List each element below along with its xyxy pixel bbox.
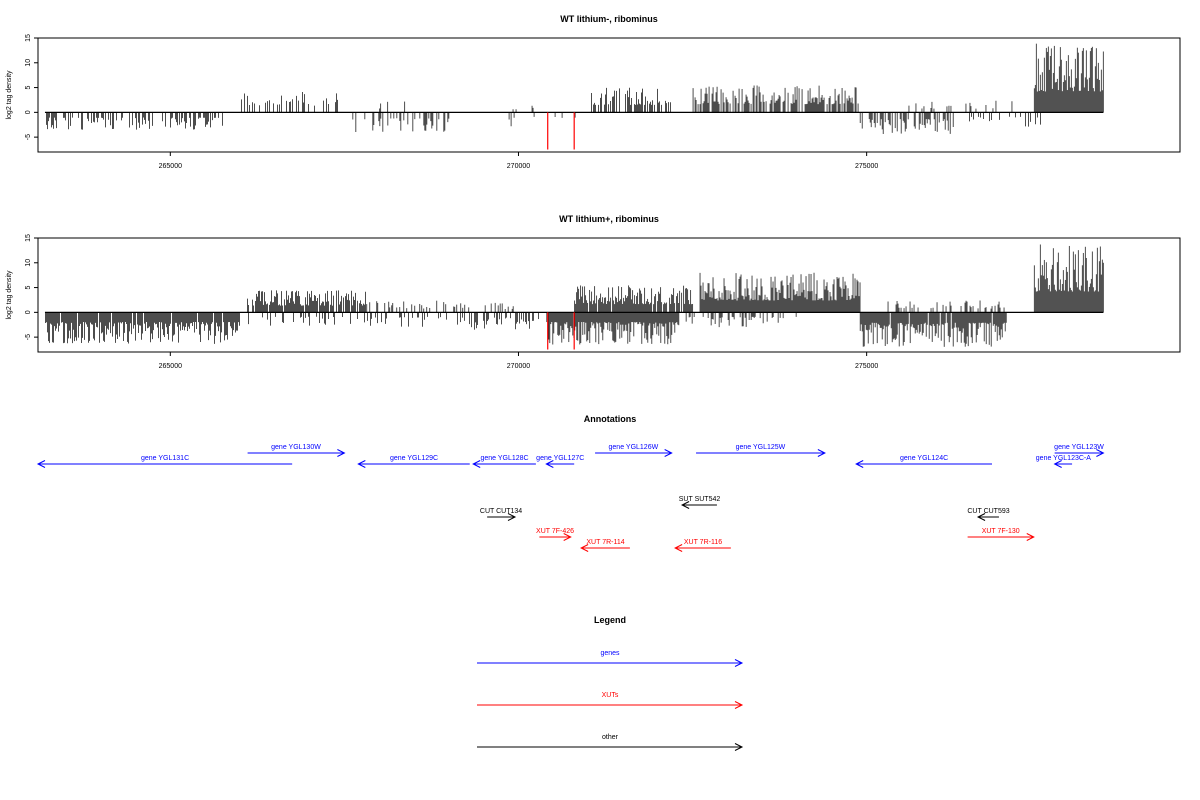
y-tick-label: 5 [25, 286, 32, 290]
strand-minus-bars [46, 112, 1041, 134]
annotations-title: Annotations [584, 414, 637, 424]
legend-title: Legend [594, 615, 626, 625]
annotation-feature [580, 544, 630, 552]
annotation-feature [539, 533, 572, 541]
legend [477, 659, 744, 751]
annotation-arrow-head [357, 460, 366, 468]
annotation-feature [545, 460, 575, 468]
annotation-feature [487, 513, 517, 521]
y-tick-label: 15 [25, 234, 32, 242]
y-tick-label: 10 [25, 259, 32, 267]
legend-item-label: XUTs [602, 692, 619, 699]
annotation-arrow-head [563, 533, 572, 541]
legend-arrow-XUTs-head [734, 701, 744, 709]
y-tick-label: -5 [25, 134, 32, 140]
strand-plus-bars [241, 43, 1104, 113]
chart-title: WT lithium-, ribominus [560, 14, 658, 24]
annotation-feature [247, 449, 346, 457]
x-tick-label: 275000 [855, 363, 878, 370]
annotation-feature [855, 460, 992, 468]
x-tick-label: 265000 [159, 163, 182, 170]
annotation-arrow-head [1053, 460, 1062, 468]
annotation-label: gene YGL128C [480, 455, 528, 462]
annotation-arrow-head [337, 449, 346, 457]
annotation-label: CUT CUT134 [480, 508, 522, 515]
annotation-arrow-head [507, 513, 517, 521]
annotation-arrow-head [36, 460, 46, 468]
x-tick-label: 265000 [159, 363, 182, 370]
annotation-label: SUT SUT542 [679, 496, 721, 503]
annotation-arrow-head [1096, 449, 1105, 457]
legend-arrow-genes-head [734, 659, 744, 667]
legend-arrow-other-head [734, 743, 744, 751]
annotation-feature [680, 501, 717, 509]
x-tick-label: 275000 [855, 163, 878, 170]
track-panel-1 [34, 37, 1181, 156]
y-tick-label: 15 [25, 34, 32, 42]
annotation-label: XUT 7R-116 [684, 539, 722, 546]
annotation-arrow-head [680, 501, 690, 509]
annotation-feature [1054, 449, 1105, 457]
annotation-arrow-head [545, 460, 554, 468]
annotation-feature [357, 460, 470, 468]
track-panel-2 [34, 237, 1181, 356]
y-axis-label: log2 tag density [6, 270, 13, 320]
y-tick-label: 5 [25, 86, 32, 90]
strand-plus-bars [247, 244, 1104, 313]
annotation-arrow-head [855, 460, 864, 468]
annotation-feature [967, 533, 1035, 541]
annotation-arrow-head [664, 449, 673, 457]
annotation-label: gene YGL131C [141, 455, 189, 462]
annotation-feature [1053, 460, 1073, 468]
annotation-feature [674, 544, 731, 552]
y-tick-label: 0 [25, 310, 32, 314]
annotation-arrow-head [580, 544, 589, 552]
legend-item-label: genes [600, 650, 620, 657]
strand-minus-bars [45, 312, 1007, 347]
y-tick-label: 0 [25, 110, 32, 114]
annotation-label: gene YGL130W [271, 444, 321, 451]
plot-frame [37, 37, 1181, 153]
chart-title: WT lithium+, ribominus [559, 214, 659, 224]
annotation-arrow-head [817, 449, 826, 457]
y-axis-label: log2 tag density [6, 70, 13, 120]
annotation-label: gene YGL123W [1054, 444, 1104, 451]
plot-frame [37, 237, 1181, 353]
annotation-label: gene YGL124C [900, 455, 948, 462]
annotation-label: XUT 7F-130 [982, 528, 1020, 535]
annotation-label: XUT 7F-426 [536, 528, 574, 535]
annotation-label: CUT CUT593 [967, 508, 1009, 515]
annotation-arrow-head [1026, 533, 1035, 541]
annotation-arrow-head [976, 513, 986, 521]
x-tick-label: 270000 [507, 363, 530, 370]
annotation-label: gene YGL127C [536, 455, 584, 462]
annotation-feature [36, 460, 293, 468]
annotation-feature [472, 460, 536, 468]
annotation-feature [976, 513, 999, 521]
annotation-label: XUT 7R-114 [586, 539, 624, 546]
annotation-track [36, 449, 1105, 552]
annotation-label: gene YGL129C [390, 455, 438, 462]
x-tick-label: 270000 [507, 163, 530, 170]
annotation-feature [595, 449, 673, 457]
y-tick-label: 10 [25, 59, 32, 67]
annotation-label: gene YGL126W [609, 444, 659, 451]
annotation-feature [696, 449, 826, 457]
annotation-label: gene YGL123C-A [1036, 455, 1091, 462]
annotation-arrow-head [674, 544, 683, 552]
annotation-label: gene YGL125W [736, 444, 786, 451]
y-tick-label: -5 [25, 334, 32, 340]
annotation-arrow-head [472, 460, 481, 468]
legend-item-label: other [602, 734, 619, 741]
